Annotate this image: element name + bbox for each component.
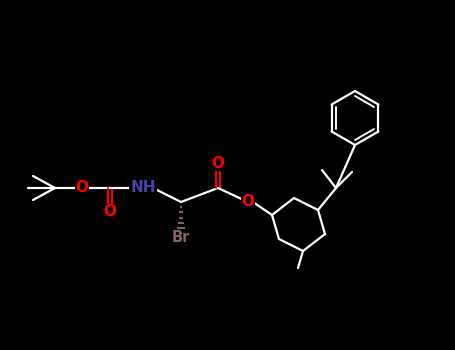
Text: O: O: [242, 195, 254, 210]
Text: O: O: [103, 204, 116, 219]
Text: NH: NH: [130, 181, 156, 196]
Text: Br: Br: [172, 230, 190, 245]
Text: O: O: [76, 181, 89, 196]
Text: O: O: [212, 155, 224, 170]
